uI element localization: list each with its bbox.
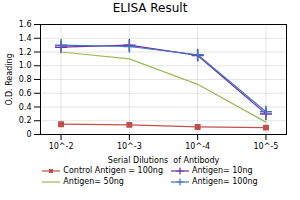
- svg-text:10^-2: 10^-2: [49, 142, 74, 151]
- svg-text:Serial Dilutions of Antibody: Serial Dilutions of Antibody: [108, 156, 220, 165]
- svg-text:0.8: 0.8: [19, 75, 32, 84]
- svg-text:0: 0: [26, 130, 31, 139]
- svg-text:10^-4: 10^-4: [185, 142, 210, 151]
- svg-text:1.4: 1.4: [19, 34, 32, 43]
- svg-text:O.D. Reading: O.D. Reading: [5, 53, 14, 105]
- html-text:Antigen= 100ng: Antigen= 100ng: [192, 177, 258, 186]
- svg-text:10^-5: 10^-5: [254, 142, 279, 151]
- svg-text:1.0: 1.0: [19, 61, 32, 70]
- html-text:Antigen= 50ng: Antigen= 50ng: [63, 177, 124, 186]
- svg-text:0.4: 0.4: [19, 103, 32, 112]
- svg-text:1.6: 1.6: [19, 20, 32, 29]
- svg-text:10^-3: 10^-3: [117, 142, 142, 151]
- html-text:ELISA Result: ELISA Result: [112, 1, 188, 15]
- svg-text:1.2: 1.2: [19, 48, 32, 57]
- svg-text:0.6: 0.6: [19, 89, 32, 98]
- html-text:Antigen= 10ng: Antigen= 10ng: [192, 166, 253, 175]
- html-text:Control Antigen = 100ng: Control Antigen = 100ng: [63, 166, 163, 175]
- svg-text:0.2: 0.2: [19, 116, 32, 125]
